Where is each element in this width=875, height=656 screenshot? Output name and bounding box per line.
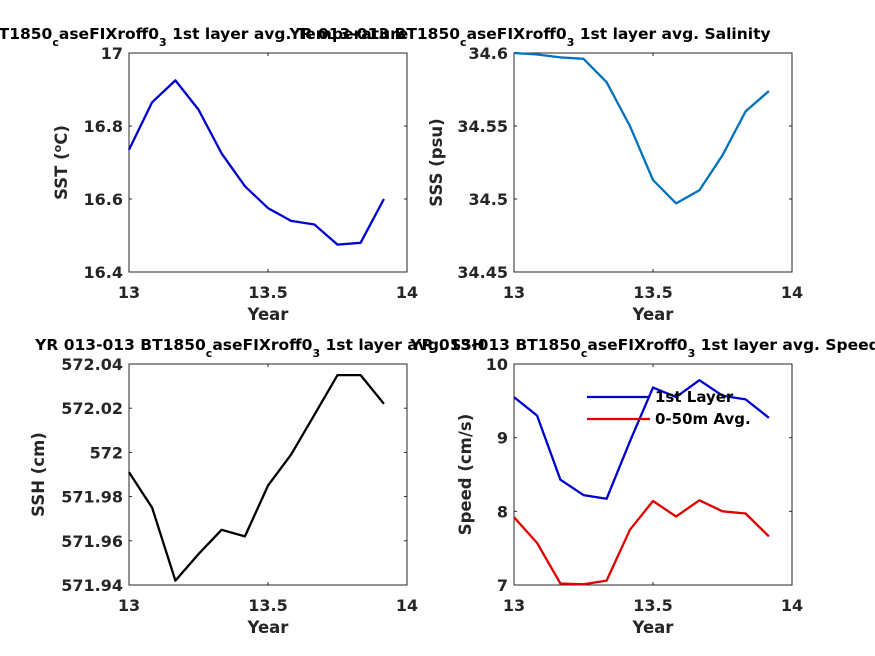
legend-label: 1st Layer <box>655 388 734 406</box>
chart-panel-3: 571.94 571.96 571.98 572 572.02 572.04 13 13.5 1… <box>29 336 485 637</box>
y-tick-label: 8 <box>497 502 508 521</box>
series-line-1 <box>513 379 770 500</box>
y-tick-label: 34.55 <box>457 117 508 136</box>
chart-title: YR 013-013 BT1850caseFIXroff03 1st layer… <box>288 25 770 49</box>
x-tick-label: 13.5 <box>248 283 287 302</box>
y-tick-label: 34.45 <box>457 263 508 282</box>
x-tick-label: 13.5 <box>633 596 672 615</box>
x-tick-label: 13 <box>503 283 525 302</box>
y-tick-label: 34.6 <box>469 44 508 63</box>
series-line-1 <box>128 373 385 582</box>
x-tick-label: 13 <box>503 596 525 615</box>
x-tick-label: 14 <box>781 596 803 615</box>
chart-title: YR 013-013 BT1850caseFIXroff03 1st layer… <box>34 336 485 360</box>
y-tick-label: 572.02 <box>61 399 123 418</box>
series-line-1 <box>127 79 385 246</box>
y-tick-label: 34.5 <box>469 190 508 209</box>
y-tick-label: 7 <box>497 576 508 595</box>
x-tick-label: 13.5 <box>248 596 287 615</box>
chart-panel-4: 7 8 9 10 13 13.5 14 Year Speed (cm/s) YR 013-013 … <box>409 336 875 637</box>
x-tick-label: 14 <box>781 283 803 302</box>
y-tick-label: 17 <box>101 44 123 63</box>
y-tick-label: 572.04 <box>61 355 123 374</box>
axes-box <box>128 363 408 586</box>
series-line-2 <box>513 499 770 586</box>
axes-box <box>128 52 408 273</box>
x-axis-label: Year <box>632 305 675 324</box>
y-tick-label: 571.98 <box>61 488 123 507</box>
y-tick-label: 572 <box>90 443 123 462</box>
y-axis-label: SSS (psu) <box>427 118 446 206</box>
chart-title: YR 013-013 BT1850caseFIXroff03 1st layer… <box>409 336 875 360</box>
y-tick-label: 16.4 <box>84 263 123 282</box>
x-axis-label: Year <box>247 618 290 637</box>
y-axis-label: Speed (cm/s) <box>456 414 475 536</box>
x-axis-label: Year <box>247 305 290 324</box>
y-tick-label: 571.96 <box>61 532 123 551</box>
y-tick-label: 16.6 <box>84 190 123 209</box>
x-tick-label: 14 <box>396 596 418 615</box>
axes-box <box>513 363 793 586</box>
y-tick-label: 16.8 <box>84 117 123 136</box>
chart-title: YR 013-013 BT1850caseFIXroff03 1st layer… <box>0 25 408 49</box>
chart-panel-1: 16.4 16.6 16.8 17 13 13.5 14 Year SST (oC) YR 013… <box>0 25 418 324</box>
x-tick-label: 13 <box>118 596 140 615</box>
series-line-1 <box>513 51 770 205</box>
x-tick-label: 14 <box>396 283 418 302</box>
y-tick-label: 10 <box>486 355 508 374</box>
legend-label: 0-50m Avg. <box>655 410 751 428</box>
x-axis-label: Year <box>632 618 675 637</box>
x-tick-label: 13 <box>118 283 140 302</box>
axes-box <box>513 52 793 273</box>
chart-panel-2: 34.45 34.5 34.55 34.6 13 13.5 14 Year SSS (psu) Y… <box>288 25 803 324</box>
y-tick-label: 571.94 <box>61 576 123 595</box>
y-tick-label: 9 <box>497 429 508 448</box>
legend: 1st Layer 0-50m Avg. <box>587 388 751 428</box>
x-tick-label: 13.5 <box>633 283 672 302</box>
y-axis-label: SSH (cm) <box>29 432 48 517</box>
y-axis-label: SST (oC) <box>51 125 72 200</box>
